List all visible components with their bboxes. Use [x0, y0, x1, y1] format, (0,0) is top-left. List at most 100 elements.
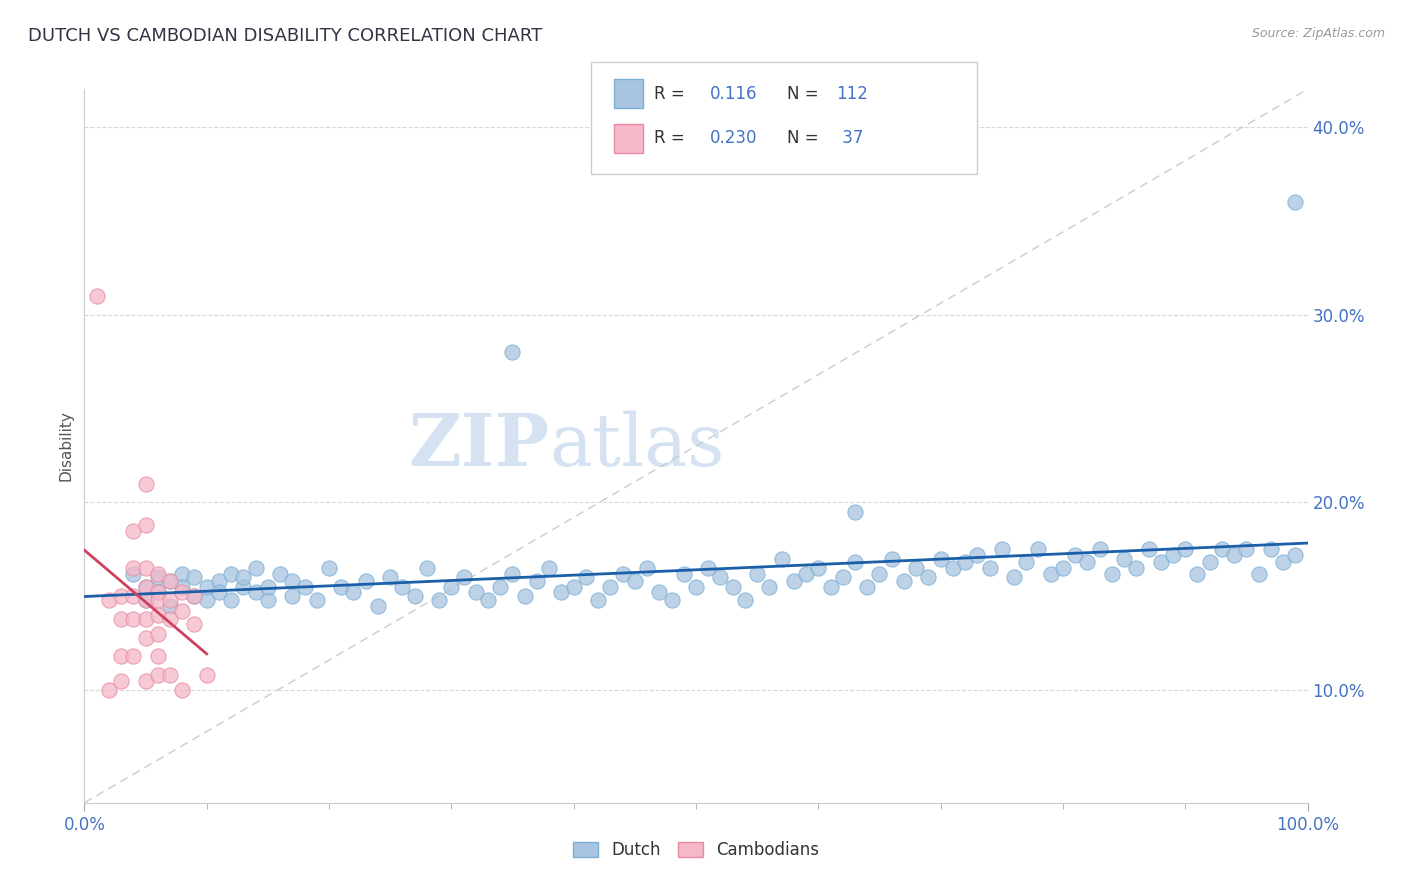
Point [1211, 542, 1233, 557]
Point [305, 593, 328, 607]
Point [232, 570, 254, 584]
Point [794, 566, 817, 581]
Point [1187, 566, 1209, 581]
Point [135, 580, 157, 594]
Point [195, 580, 218, 594]
Point [110, 612, 132, 626]
Point [232, 580, 254, 594]
Point [281, 589, 304, 603]
Point [856, 580, 879, 594]
Point [135, 580, 157, 594]
Point [159, 574, 181, 589]
Point [135, 593, 157, 607]
Point [807, 561, 830, 575]
Point [122, 589, 145, 603]
Point [208, 574, 231, 589]
Point [831, 570, 853, 584]
Point [110, 649, 132, 664]
Point [135, 612, 157, 626]
Text: 37: 37 [837, 129, 863, 147]
Point [844, 505, 866, 519]
Point [110, 673, 132, 688]
Point [1137, 542, 1160, 557]
Text: 0.116: 0.116 [710, 85, 758, 103]
Point [159, 574, 181, 589]
Point [1088, 542, 1111, 557]
Point [575, 570, 598, 584]
Point [1064, 548, 1087, 562]
Point [146, 566, 169, 581]
Point [110, 589, 132, 603]
Text: atlas: atlas [550, 410, 724, 482]
Text: N =: N = [787, 85, 818, 103]
Point [1114, 551, 1136, 566]
Point [1076, 556, 1098, 570]
Point [183, 570, 205, 584]
Point [427, 593, 450, 607]
Point [953, 556, 976, 570]
Point [146, 593, 169, 607]
Point [172, 604, 194, 618]
Point [172, 683, 194, 698]
Point [685, 580, 707, 594]
Legend: Dutch, Cambodians: Dutch, Cambodians [567, 835, 825, 866]
Point [122, 561, 145, 575]
Point [146, 585, 169, 599]
Point [464, 585, 486, 599]
Point [844, 556, 866, 570]
Point [1161, 548, 1184, 562]
Point [453, 570, 475, 584]
Point [86, 289, 108, 303]
Point [929, 551, 952, 566]
Point [172, 585, 194, 599]
Point [1028, 542, 1050, 557]
Point [380, 570, 402, 584]
Point [294, 580, 316, 594]
Point [758, 580, 780, 594]
Point [122, 649, 145, 664]
Point [721, 580, 744, 594]
Point [747, 566, 769, 581]
Point [893, 574, 915, 589]
Point [440, 580, 463, 594]
Point [979, 561, 1001, 575]
Point [159, 612, 181, 626]
Point [257, 580, 280, 594]
Point [183, 589, 205, 603]
Point [880, 551, 903, 566]
Point [477, 593, 499, 607]
Point [135, 673, 157, 688]
Point [97, 683, 120, 698]
Point [1247, 566, 1270, 581]
Point [318, 561, 340, 575]
Point [245, 561, 267, 575]
Point [661, 593, 683, 607]
Point [917, 570, 939, 584]
Point [135, 561, 157, 575]
Point [146, 649, 169, 664]
Point [1101, 566, 1123, 581]
Point [513, 589, 536, 603]
Point [354, 574, 377, 589]
Point [122, 612, 145, 626]
Point [122, 524, 145, 538]
Point [257, 593, 280, 607]
Point [820, 580, 842, 594]
Point [159, 593, 181, 607]
Point [1174, 542, 1197, 557]
Text: N =: N = [787, 129, 818, 147]
Point [146, 668, 169, 682]
Point [146, 607, 169, 622]
Point [502, 566, 524, 581]
Point [1272, 556, 1295, 570]
Point [770, 551, 793, 566]
Point [612, 566, 634, 581]
Point [135, 593, 157, 607]
Point [599, 580, 621, 594]
Point [697, 561, 720, 575]
Point [1236, 542, 1258, 557]
Point [869, 566, 891, 581]
Point [1150, 556, 1173, 570]
Point [489, 580, 512, 594]
Point [159, 599, 181, 613]
